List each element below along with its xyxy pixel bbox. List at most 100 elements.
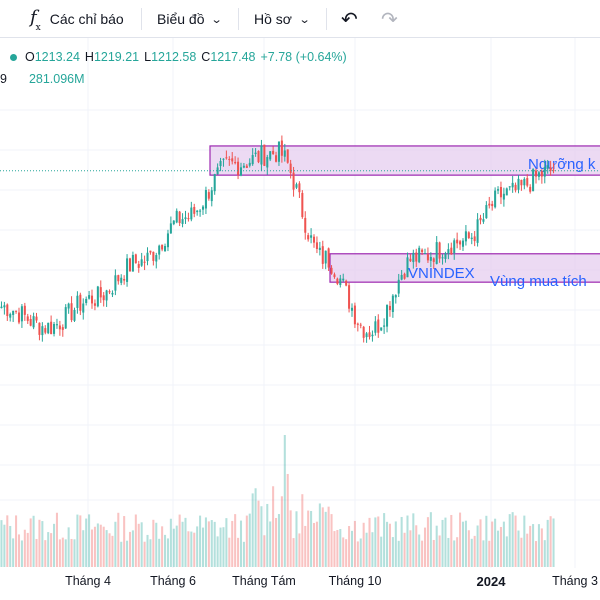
x-tick-label: Tháng Tám [232, 574, 296, 588]
candle-body [406, 257, 409, 278]
volume-bar [17, 534, 21, 567]
volume-bar [50, 533, 53, 567]
volume-bar [377, 516, 380, 567]
zone-rect [329, 253, 600, 283]
volume-bar [432, 539, 435, 567]
volume-bar [283, 435, 286, 567]
volume-bar [473, 535, 476, 567]
redo-button[interactable]: ↷ [381, 0, 398, 38]
candle-body [304, 217, 307, 233]
candle-body [114, 275, 117, 291]
candle-body [388, 305, 391, 311]
volume-bar [61, 537, 64, 567]
low-key: L [144, 50, 152, 64]
indicators-button[interactable]: fx Các chỉ báo [30, 0, 124, 38]
candle-body [394, 295, 397, 298]
volume-bar [280, 496, 283, 567]
redo-icon: ↷ [381, 8, 398, 31]
chart-type-button[interactable]: Biểu đồ ⌄ [157, 0, 223, 38]
volume-bar [514, 515, 517, 567]
volume-bar [441, 519, 444, 567]
candle-body [324, 250, 327, 264]
candle-body [275, 155, 278, 162]
volume-bar [318, 503, 321, 567]
volume-bar [90, 529, 94, 567]
candle-body [85, 298, 88, 304]
volume-bar [543, 540, 546, 567]
candle-body [90, 295, 94, 304]
candle-body [187, 218, 190, 220]
ohlc-legend: O 1213.24 H 1219.21 L 1212.58 C 1217.48 +7.7… [0, 46, 352, 68]
volume-bar [32, 515, 35, 567]
volume-bar [517, 530, 520, 567]
candle-body [505, 188, 508, 196]
candle-body [502, 193, 505, 200]
volume-bar [269, 521, 272, 567]
volume-bar [175, 525, 178, 567]
candle-body [117, 275, 120, 282]
volume-bar [12, 538, 15, 567]
profile-button[interactable]: Hồ sơ ⌄ [254, 0, 311, 38]
candle-body [450, 247, 453, 255]
volume-bar [155, 522, 158, 567]
candle-body [470, 237, 473, 240]
volume-bar [161, 526, 164, 567]
volume-bar [403, 532, 406, 567]
candle-body [20, 306, 23, 322]
volume-bar [421, 540, 424, 567]
candle-body [155, 255, 158, 262]
candle-body [204, 190, 207, 209]
volume-bar [479, 519, 482, 567]
candle-body [158, 245, 161, 255]
candle-body [339, 278, 342, 285]
candle-body [549, 167, 552, 171]
volume-bar [394, 521, 397, 567]
candle-body [70, 303, 73, 321]
chevron-down-icon: ⌄ [298, 13, 311, 26]
candle-body [199, 210, 202, 212]
volume-bar [181, 521, 184, 567]
undo-button[interactable]: ↶ [341, 0, 358, 38]
candle-body [532, 169, 535, 192]
volume-bar [29, 518, 32, 567]
candle-body [50, 321, 53, 335]
candle-body [38, 322, 41, 335]
volume-bar [438, 535, 441, 567]
candle-body [345, 280, 348, 286]
volume-bar [105, 530, 108, 567]
candle-body [529, 186, 532, 192]
candle-body [67, 303, 70, 309]
volume-bar [456, 537, 459, 567]
volume-bar [339, 529, 342, 567]
candle-body [225, 157, 228, 159]
candle-body [12, 310, 15, 315]
volume-bar [485, 515, 488, 567]
volume-bar [275, 517, 278, 567]
candle-body [292, 172, 295, 190]
candle-body [222, 158, 225, 160]
candle-body [196, 210, 199, 213]
volume-bar [459, 512, 462, 567]
volume-bar [307, 510, 310, 567]
candle-body [58, 325, 61, 330]
candle-body [61, 327, 64, 330]
volume-bar [158, 538, 161, 567]
candle-body [251, 155, 254, 165]
candle-body [137, 264, 140, 268]
candle-body [53, 323, 56, 334]
candle-body [333, 274, 336, 278]
candle-body [348, 285, 351, 309]
candle-body [336, 278, 339, 284]
volume-bar [453, 540, 456, 567]
candle-body [32, 316, 35, 328]
change-value: +7.78 (+0.64%) [260, 50, 347, 64]
candle-body [152, 251, 155, 261]
candle-body [426, 254, 429, 261]
candle-body [400, 274, 403, 280]
candle-body [362, 326, 365, 338]
candle-body [514, 184, 517, 191]
volume-bar [146, 534, 149, 567]
volume-bar [327, 506, 330, 567]
volume-bar [190, 531, 193, 567]
